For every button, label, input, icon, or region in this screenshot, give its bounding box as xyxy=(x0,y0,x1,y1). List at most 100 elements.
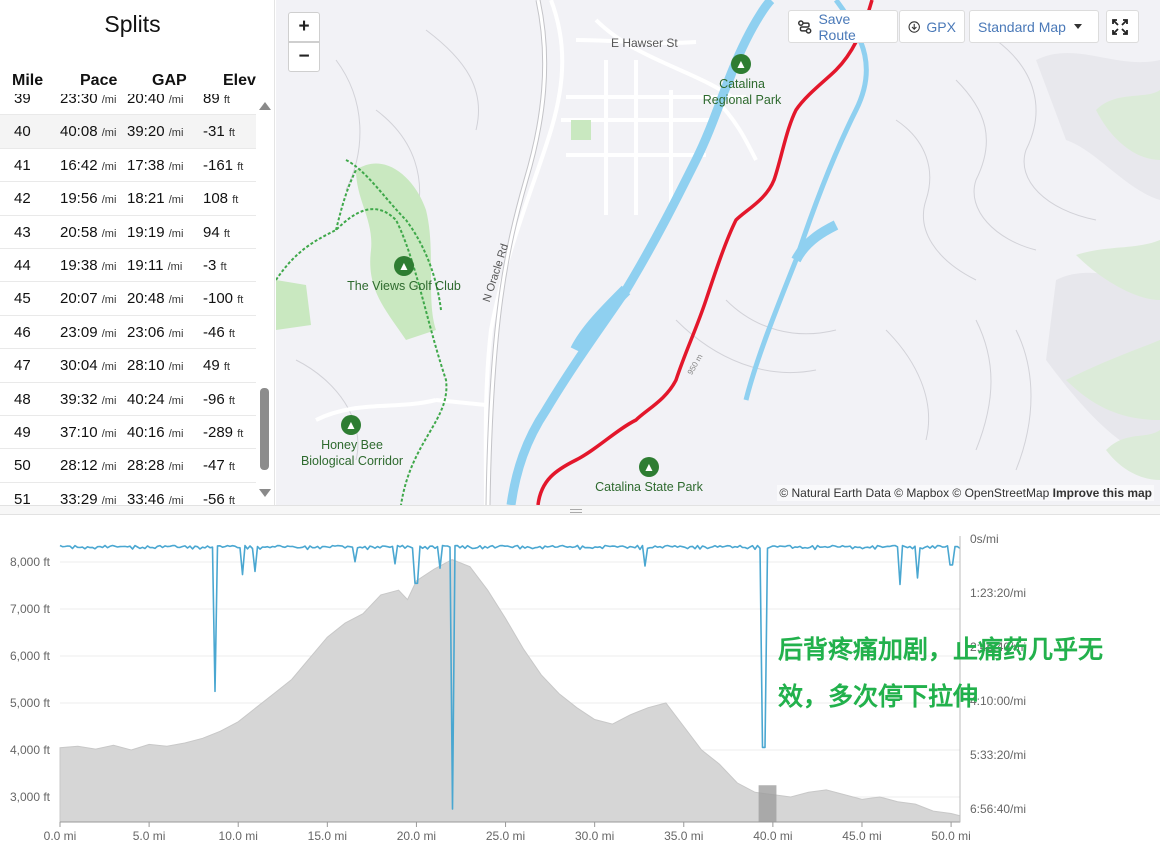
column-gap[interactable]: GAP xyxy=(152,72,187,89)
split-mile: 51 xyxy=(14,491,31,505)
zoom-out-button[interactable]: − xyxy=(288,42,320,72)
split-gap-unit: /mi xyxy=(167,260,183,273)
split-mile: 42 xyxy=(14,190,31,207)
scroll-down-arrow-icon[interactable] xyxy=(259,489,271,497)
split-gap-value: 20:40 xyxy=(127,94,165,107)
split-row[interactable]: 41 16:42 /mi 17:38 /mi -161 ft xyxy=(0,149,256,183)
split-row[interactable]: 43 20:58 /mi 19:19 /mi 94 ft xyxy=(0,216,256,249)
split-row[interactable]: 40 40:08 /mi 39:20 /mi -31 ft xyxy=(0,115,256,149)
split-elev-unit: ft xyxy=(237,294,244,307)
save-route-label: Save Route xyxy=(818,10,856,43)
split-pace: 28:12 /mi xyxy=(60,457,116,474)
split-mile-value: 40 xyxy=(14,123,31,141)
poi-views-golf-club[interactable]: The Views Golf Club xyxy=(340,278,468,294)
golf-tree-icon[interactable]: ▲ xyxy=(394,256,414,276)
split-row[interactable]: 47 30:04 /mi 28:10 /mi 49 ft xyxy=(0,349,256,383)
fullscreen-button[interactable] xyxy=(1106,10,1139,43)
scrollbar-thumb[interactable] xyxy=(260,388,269,470)
split-gap-unit: /mi xyxy=(168,461,184,474)
elevation-area[interactable] xyxy=(59,559,961,823)
split-pace-value: 19:56 xyxy=(60,190,98,208)
street-label-hawser: E Hawser St xyxy=(611,36,678,50)
pace-tick-label: 6:56:40/mi xyxy=(970,802,1026,816)
poi-catalina-state-park[interactable]: Catalina State Park xyxy=(584,479,714,495)
state-park-tree-icon[interactable]: ▲ xyxy=(639,457,659,477)
split-pace: 30:04 /mi xyxy=(60,357,116,374)
split-row[interactable]: 39 23:30 /mi 20:40 /mi 89 ft xyxy=(0,94,256,116)
splits-title: Splits xyxy=(104,11,161,37)
split-elev: -3 ft xyxy=(203,257,227,274)
split-mile: 50 xyxy=(14,457,31,474)
split-elev-value: 94 xyxy=(203,223,220,241)
column-elev[interactable]: Elev xyxy=(223,72,256,89)
split-row[interactable]: 50 28:12 /mi 28:28 /mi -47 ft xyxy=(0,449,256,483)
split-elev-unit: ft xyxy=(228,327,235,340)
column-pace[interactable]: Pace xyxy=(80,72,118,89)
splits-table-header: Mile Pace GAP Elev xyxy=(0,70,258,92)
split-gap-unit: /mi xyxy=(168,427,184,440)
poi-label: Honey Bee Biological Corridor xyxy=(300,438,404,468)
splits-table-body[interactable]: 39 23:30 /mi 20:40 /mi 89 ft 40 40:08 /mi 39:2… xyxy=(0,94,256,505)
split-mile: 40 xyxy=(14,123,31,140)
split-mile: 39 xyxy=(14,94,31,107)
split-gap-value: 19:19 xyxy=(127,223,165,241)
attribution-text[interactable]: © Natural Earth Data © Mapbox © OpenStre… xyxy=(779,486,1050,500)
split-row[interactable]: 46 23:09 /mi 23:06 /mi -46 ft xyxy=(0,316,256,350)
save-route-button[interactable]: Save Route xyxy=(788,10,898,43)
zoom-in-button[interactable]: + xyxy=(288,12,320,42)
x-tick-label: 40.0 mi xyxy=(753,829,792,843)
poi-honey-bee-corridor[interactable]: Honey Bee Biological Corridor xyxy=(290,437,414,469)
split-row[interactable]: 42 19:56 /mi 18:21 /mi 108 ft xyxy=(0,182,256,216)
split-elev-unit: ft xyxy=(228,394,235,407)
split-elev: -46 ft xyxy=(203,324,235,341)
map-canvas[interactable] xyxy=(276,0,1160,505)
gpx-download-button[interactable]: GPX xyxy=(899,10,965,43)
x-tick-label: 25.0 mi xyxy=(486,829,525,843)
split-elev-value: -96 xyxy=(203,390,225,408)
x-tick-label: 35.0 mi xyxy=(664,829,703,843)
split-row[interactable]: 49 37:10 /mi 40:16 /mi -289 ft xyxy=(0,416,256,450)
split-elev: 94 ft xyxy=(203,224,230,241)
split-pace-unit: /mi xyxy=(101,127,117,140)
panel-resize-handle[interactable] xyxy=(0,505,1160,515)
split-gap-value: 23:06 xyxy=(127,323,165,341)
split-elev-unit: ft xyxy=(220,260,227,273)
split-elev-value: -161 xyxy=(203,156,234,174)
map-style-dropdown[interactable]: Standard Map xyxy=(969,10,1099,43)
elevation-pace-chart[interactable]: 0.0 mi 5.0 mi 10.0 mi 15.0 mi 20.0 mi 25.0 mi… xyxy=(0,516,1160,845)
split-pace-unit: /mi xyxy=(101,294,117,307)
column-mile[interactable]: Mile xyxy=(12,72,44,89)
split-row[interactable]: 44 19:38 /mi 19:11 /mi -3 ft xyxy=(0,249,256,283)
chart-annotation: 后背疼痛加剧，止痛药几乎无效，多次停下拉伸 xyxy=(778,635,1104,711)
split-gap-unit: /mi xyxy=(168,194,184,207)
split-pace-unit: /mi xyxy=(101,461,117,474)
route-map[interactable]: E Hawser St N Oracle Rd 950 m ▲ Catalina… xyxy=(276,0,1160,505)
poi-catalina-regional-park[interactable]: Catalina Regional Park xyxy=(694,76,790,108)
split-pace: 37:10 /mi xyxy=(60,424,116,441)
split-mile: 44 xyxy=(14,257,31,274)
pace-line[interactable] xyxy=(59,544,961,810)
chart-canvas[interactable]: 0.0 mi 5.0 mi 10.0 mi 15.0 mi 20.0 mi 25.0 mi… xyxy=(0,516,1160,845)
corridor-tree-icon[interactable]: ▲ xyxy=(341,415,361,435)
split-row[interactable]: 45 20:07 /mi 20:48 /mi -100 ft xyxy=(0,282,256,316)
drag-grip-icon[interactable] xyxy=(570,509,582,513)
split-pace: 23:09 /mi xyxy=(60,324,116,341)
splits-scrollbar[interactable] xyxy=(257,96,272,501)
split-elev: -100 ft xyxy=(203,290,243,307)
split-gap-value: 40:24 xyxy=(127,390,165,408)
split-mile-value: 46 xyxy=(14,323,31,341)
scroll-up-arrow-icon[interactable] xyxy=(259,102,271,110)
route-line[interactable] xyxy=(536,0,874,505)
split-elev: 49 ft xyxy=(203,357,230,374)
split-gap: 19:19 /mi xyxy=(127,224,183,241)
split-pace-value: 30:04 xyxy=(60,357,98,375)
park-tree-icon[interactable]: ▲ xyxy=(731,54,751,74)
split-row[interactable]: 51 33:29 /mi 33:46 /mi -56 ft xyxy=(0,483,256,505)
split-row[interactable]: 48 39:32 /mi 40:24 /mi -96 ft xyxy=(0,383,256,416)
improve-map-link[interactable]: Improve this map xyxy=(1052,486,1152,500)
split-gap-value: 40:16 xyxy=(127,423,165,441)
selected-split-highlight[interactable] xyxy=(758,785,777,822)
split-mile-value: 47 xyxy=(14,357,31,375)
split-gap-unit: /mi xyxy=(168,394,184,407)
map-style-label: Standard Map xyxy=(978,18,1066,35)
